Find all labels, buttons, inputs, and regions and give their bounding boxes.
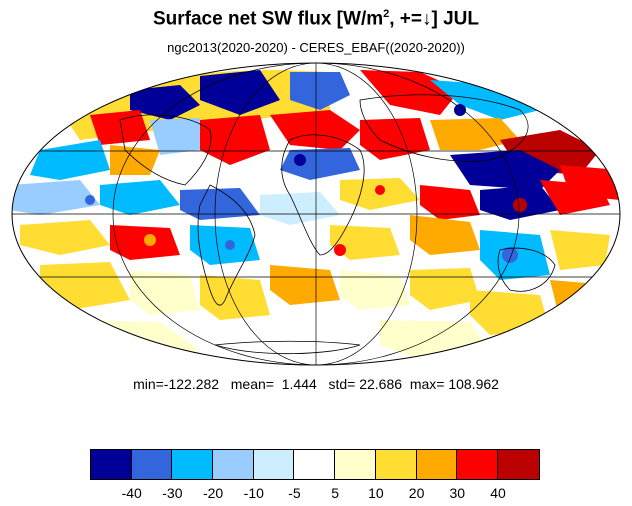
colorbar-tick-label: 30 (449, 485, 466, 501)
colorbar-swatch (497, 450, 539, 479)
coastlines (119, 94, 556, 355)
map-title: Surface net SW flux [W/m2, +=↓] JUL (0, 8, 632, 30)
colorbar-swatch (457, 450, 498, 479)
colorbar-tick-label: -10 (243, 485, 264, 501)
graticule (12, 63, 620, 365)
colorbar-swatch (294, 450, 336, 479)
colorbar (90, 449, 540, 480)
colorbar-swatch (213, 450, 254, 479)
stat-std-label: std= (328, 376, 356, 392)
colorbar-tick-label: 5 (331, 485, 340, 501)
stats-line: min=-122.282 mean= 1.444 std= 22.686 max… (0, 376, 632, 392)
colorbar-swatch (416, 450, 458, 479)
map-outline (11, 62, 621, 366)
colorbar-swatch (335, 450, 376, 479)
stat-max: 108.962 (448, 376, 499, 392)
stat-mean: 1.444 (281, 376, 317, 392)
colorbar-swatch (131, 450, 173, 479)
stat-std: 22.686 (359, 376, 403, 392)
stat-min-label: min= (133, 376, 164, 392)
colorbar-swatch (91, 450, 132, 479)
colorbar-tick-label: -30 (162, 485, 183, 501)
colorbar-tick-label: 40 (490, 485, 506, 501)
stat-max-label: max= (409, 376, 445, 392)
colorbar-swatch (253, 450, 295, 479)
stat-mean-label: mean= (230, 376, 274, 392)
colorbar-swatch (375, 450, 417, 479)
colorbar-tick-label: -5 (288, 485, 301, 501)
title-tail: , +=↓] JUL (389, 8, 479, 30)
colorbar-tick-label: -40 (121, 485, 142, 501)
colorbar-swatch (172, 450, 214, 479)
title-superscript: 2 (383, 8, 390, 20)
colorbar-tick-label: 10 (368, 485, 384, 501)
stat-min: -122.282 (163, 376, 220, 392)
colorbar-tick-label: 20 (408, 485, 425, 501)
colorbar-tick-label: -20 (202, 485, 224, 501)
title-main: Surface net SW flux [W/m (152, 8, 384, 30)
map-subtitle: ngc2013(2020-2020) - CERES_EBAF((2020-20… (167, 40, 465, 55)
